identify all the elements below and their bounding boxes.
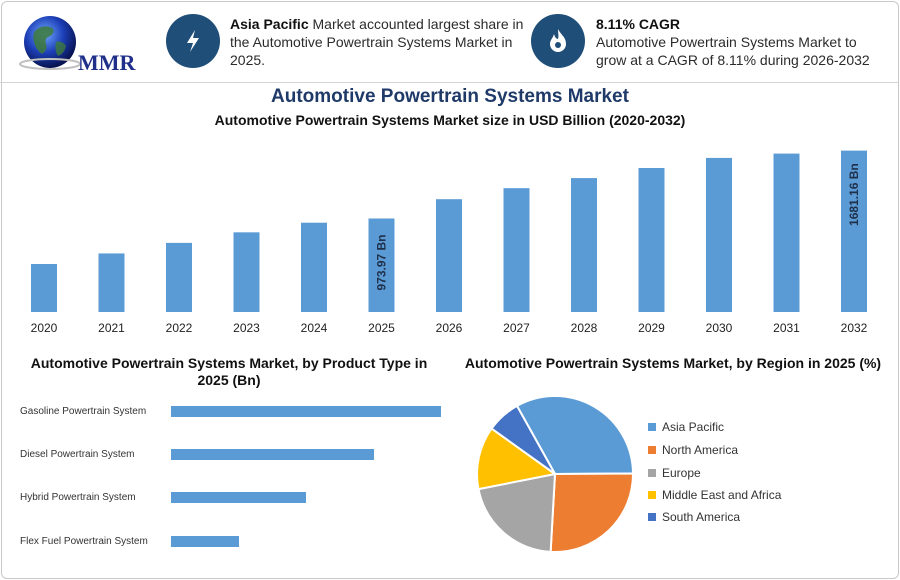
year-tick-label: 2027 (503, 321, 530, 335)
mmr-logo: MMR (19, 16, 137, 75)
year-tick-label: 2023 (233, 321, 260, 335)
legend-swatch (648, 491, 656, 499)
year-tick-label: 2021 (98, 321, 125, 335)
product-type-bar (171, 449, 374, 460)
product-type-bar (171, 406, 441, 417)
info1-line2: the Automotive Powertrain Systems Market… (230, 34, 513, 50)
year-bar (638, 168, 665, 312)
product-type-label: Gasoline Powertrain System (20, 406, 147, 417)
product-title-line2: 2025 (Bn) (197, 372, 261, 388)
main-title: Automotive Powertrain Systems Market (271, 86, 629, 107)
info1-bold: Asia Pacific (230, 16, 309, 32)
legend-label: South America (662, 510, 741, 524)
lightning-icon-circle (166, 14, 220, 68)
year-tick-label: 2032 (841, 321, 868, 335)
legend-item: Asia Pacific (648, 420, 724, 434)
year-tick-label: 2026 (436, 321, 463, 335)
info-cagr: 8.11% CAGR Automotive Powertrain Systems… (596, 15, 886, 69)
year-bar (503, 188, 530, 312)
legend-swatch (648, 423, 656, 431)
lightning-icon (187, 30, 199, 52)
info2-line3: grow at a CAGR of 8.11% during 2026-2032 (596, 52, 870, 68)
year-bar (31, 264, 57, 312)
region-pie-chart (476, 395, 635, 553)
year-bar (368, 218, 395, 312)
year-bar (98, 253, 125, 312)
year-tick-label: 2025 (368, 321, 395, 335)
year-tick-label: 2028 (571, 321, 598, 335)
info2-line2: Automotive Powertrain Systems Market to (596, 34, 857, 50)
legend-swatch (648, 513, 656, 521)
flame-icon (550, 29, 566, 52)
year-bar (301, 222, 327, 312)
product-type-bar (171, 536, 239, 547)
product-type-bar (171, 492, 306, 503)
legend-label: Asia Pacific (662, 420, 725, 434)
legend-swatch (648, 469, 656, 477)
globe-icon (24, 16, 76, 68)
legend-label: Europe (662, 466, 701, 480)
pie-slice (476, 427, 558, 491)
product-title-line1: Automotive Powertrain Systems Market, by… (30, 355, 428, 371)
legend-item: North America (648, 443, 738, 457)
year-bar (841, 150, 867, 312)
info1-line3: 2025. (230, 52, 266, 68)
main-subtitle: Automotive Powertrain Systems Market siz… (214, 112, 686, 128)
product-type-chart-title: Automotive Powertrain Systems Market, by… (20, 355, 438, 389)
legend-item: South America (648, 510, 740, 524)
info1-line1: Market accounted largest share in (308, 16, 524, 32)
year-bar (571, 178, 597, 312)
year-bar (773, 153, 800, 312)
bar-data-label: 1681.16 Bn (847, 163, 861, 226)
info-asia-pacific: Asia Pacific Market accounted largest sh… (230, 15, 530, 69)
year-bar (436, 199, 462, 312)
legend-item: Middle East and Africa (648, 488, 781, 502)
pie-slice (515, 395, 635, 476)
header-divider (0, 82, 898, 83)
year-tick-label: 2024 (301, 321, 328, 335)
bar-data-label: 973.97 Bn (375, 234, 389, 290)
year-tick-label: 2022 (166, 321, 193, 335)
year-tick-label: 2030 (706, 321, 733, 335)
year-bar (706, 157, 732, 312)
flame-icon-circle (531, 14, 585, 68)
pie-slice (477, 472, 557, 553)
product-type-label: Flex Fuel Powertrain System (20, 536, 148, 547)
year-bar (166, 242, 192, 312)
year-tick-label: 2020 (31, 321, 58, 335)
product-type-label: Diesel Powertrain System (20, 449, 135, 460)
pie-slice (549, 472, 634, 553)
product-type-label: Hybrid Powertrain System (20, 492, 136, 503)
year-tick-label: 2031 (773, 321, 800, 335)
legend-swatch (648, 446, 656, 454)
pie-slice (490, 404, 556, 475)
legend-label: Middle East and Africa (662, 488, 782, 502)
year-bar (233, 232, 260, 312)
legend-item: Europe (648, 466, 701, 480)
logo-text: MMR (78, 50, 137, 75)
year-tick-label: 2029 (638, 321, 665, 335)
region-chart-title: Automotive Powertrain Systems Market, by… (464, 355, 882, 371)
info2-bold: 8.11% CAGR (596, 16, 681, 32)
market-size-bar-chart: 2020 2021 2022 2023 2024 2025 973.97 Bn 2026 202… (31, 150, 868, 335)
legend-label: North America (662, 443, 739, 457)
